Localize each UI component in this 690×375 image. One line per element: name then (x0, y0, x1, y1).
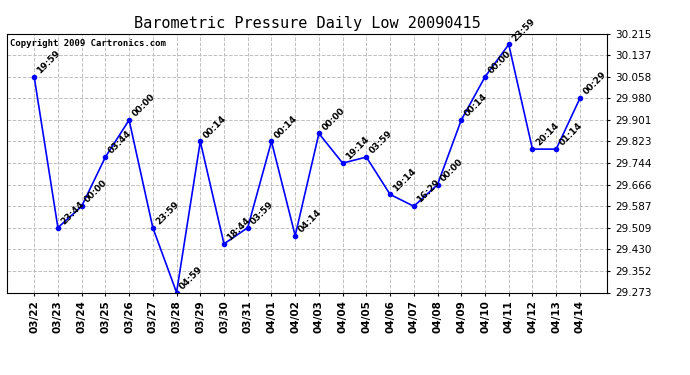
Text: 01:14: 01:14 (558, 121, 584, 148)
Text: 00:00: 00:00 (130, 92, 157, 118)
Text: 23:59: 23:59 (154, 200, 181, 226)
Text: 00:00: 00:00 (320, 106, 346, 132)
Text: 00:00: 00:00 (439, 157, 465, 183)
Title: Barometric Pressure Daily Low 20090415: Barometric Pressure Daily Low 20090415 (134, 16, 480, 31)
Text: 03:59: 03:59 (249, 200, 276, 226)
Text: 19:14: 19:14 (391, 166, 418, 193)
Text: 00:00: 00:00 (83, 178, 109, 205)
Text: 00:29: 00:29 (581, 70, 608, 97)
Text: 04:14: 04:14 (297, 207, 324, 234)
Text: 00:00: 00:00 (486, 49, 513, 75)
Text: 19:59: 19:59 (36, 49, 62, 75)
Text: 04:59: 04:59 (178, 264, 205, 291)
Text: 16:29: 16:29 (415, 178, 442, 205)
Text: 03:59: 03:59 (368, 129, 395, 156)
Text: 23:44: 23:44 (59, 200, 86, 226)
Text: 03:44: 03:44 (107, 129, 133, 156)
Text: 20:14: 20:14 (534, 121, 560, 148)
Text: Copyright 2009 Cartronics.com: Copyright 2009 Cartronics.com (10, 39, 166, 48)
Text: 18:44: 18:44 (226, 216, 252, 243)
Text: 19:14: 19:14 (344, 135, 371, 162)
Text: 00:14: 00:14 (201, 114, 228, 140)
Text: 23:59: 23:59 (510, 16, 537, 43)
Text: 00:14: 00:14 (463, 92, 489, 118)
Text: 00:14: 00:14 (273, 114, 299, 140)
